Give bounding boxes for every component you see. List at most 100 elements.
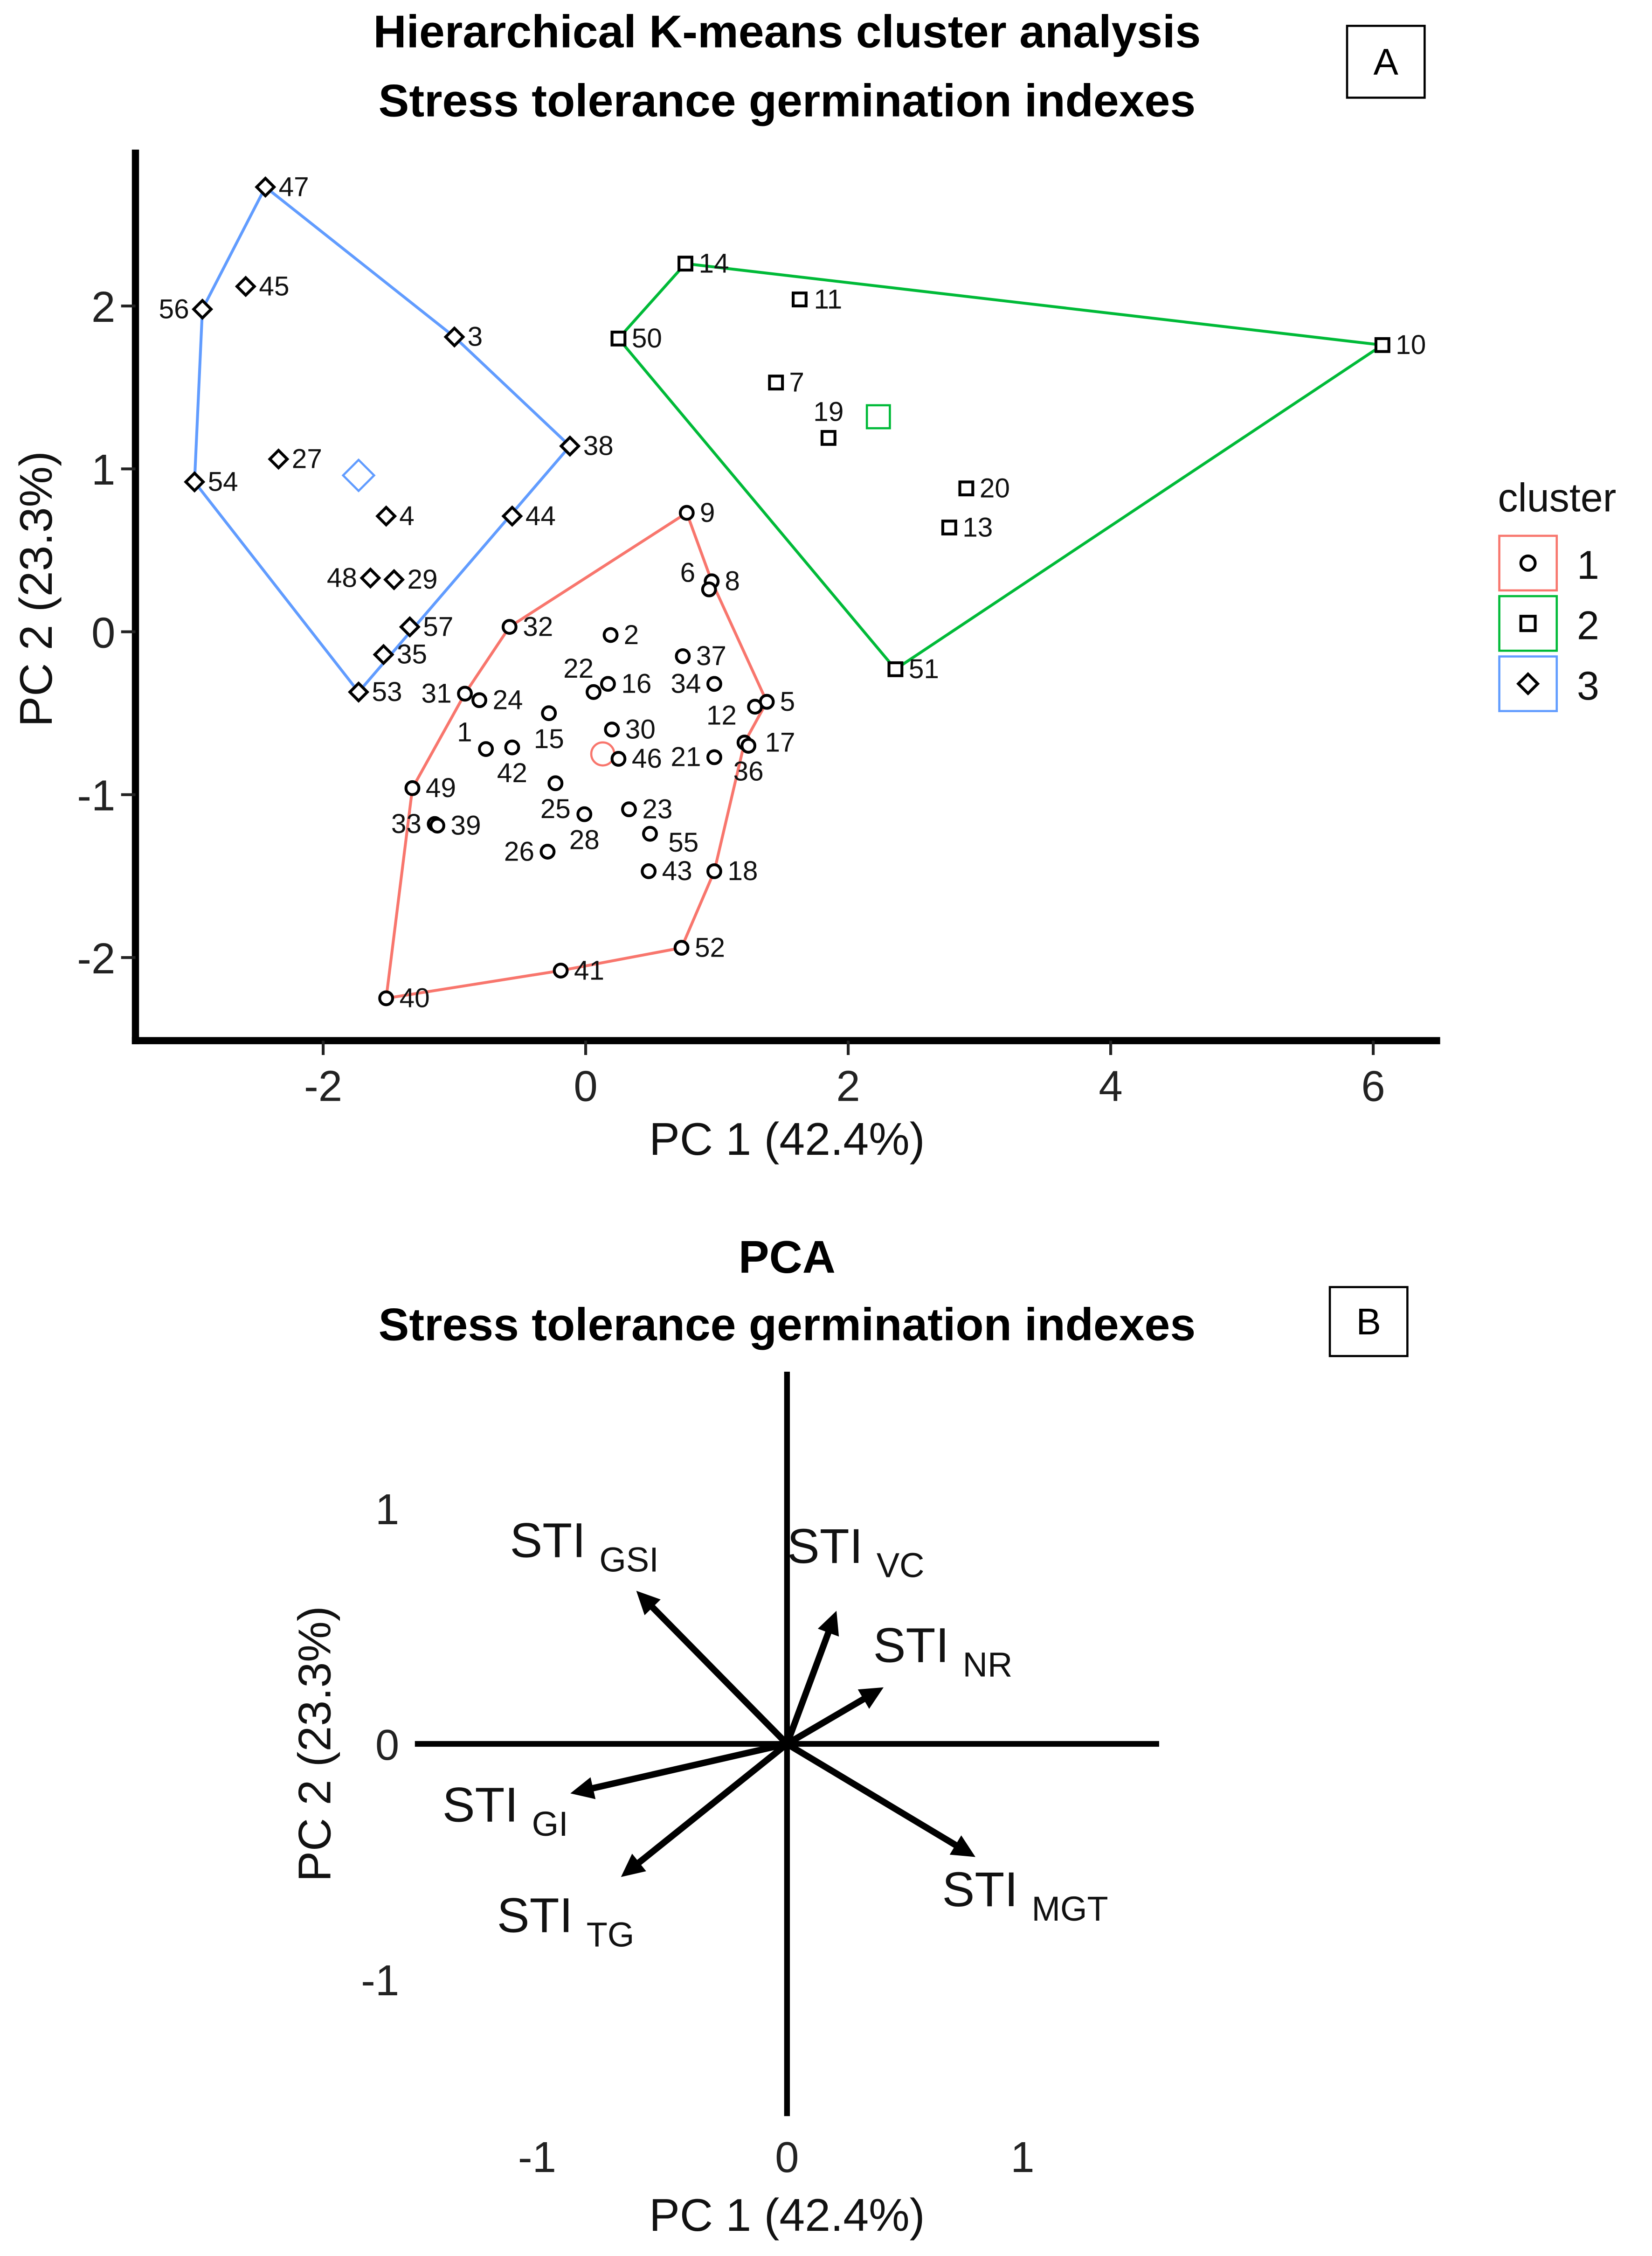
data-point <box>471 692 487 708</box>
data-point <box>677 256 693 272</box>
point-label: 6 <box>680 557 696 588</box>
data-point <box>429 818 445 834</box>
panel-a-y-axis-label: PC 2 (23.3%) <box>10 451 62 727</box>
data-point <box>235 276 257 298</box>
panel-a-title-line1: Hierarchical K-means cluster analysis <box>373 6 1201 57</box>
data-point <box>547 775 564 791</box>
data-point <box>404 780 421 796</box>
data-point <box>359 567 381 589</box>
vector-label-subscript: TG <box>587 1915 635 1954</box>
point-label: 51 <box>909 654 939 684</box>
point-label: 4 <box>399 501 415 531</box>
data-point <box>887 661 904 677</box>
point-label: 45 <box>259 271 289 301</box>
point-label: 37 <box>696 641 726 671</box>
point-label: 28 <box>569 825 600 855</box>
vector-label-tg: STI TG <box>497 1888 635 1954</box>
data-point <box>375 505 397 527</box>
x-tick-label: 0 <box>775 2133 799 2181</box>
panel-a: Hierarchical K-means cluster analysis St… <box>10 6 1616 1165</box>
y-tick-label: 0 <box>375 1721 399 1769</box>
point-label: 32 <box>523 611 553 642</box>
point-label: 53 <box>372 677 402 707</box>
data-point <box>673 940 690 956</box>
y-tick-label: 1 <box>91 445 115 494</box>
cluster-2-centroid <box>865 404 891 430</box>
y-tick-label: 1 <box>375 1485 399 1534</box>
data-point <box>539 844 556 860</box>
vector-label-main: STI <box>510 1513 599 1568</box>
point-label: 31 <box>422 679 452 709</box>
vector-label-gsi: STI GSI <box>510 1513 658 1579</box>
vector-label-main: STI <box>942 1862 1032 1917</box>
x-tick-label: 1 <box>1010 2133 1034 2181</box>
panel-b-title-line1: PCA <box>739 1231 836 1283</box>
point-label: 16 <box>621 669 651 699</box>
data-point <box>706 676 722 692</box>
point-label: 13 <box>962 512 993 542</box>
panel-a-label-box <box>1346 25 1426 99</box>
point-label: 50 <box>632 323 662 354</box>
vector-label-subscript: GI <box>532 1805 568 1843</box>
data-point <box>768 375 784 391</box>
data-point <box>675 648 691 664</box>
point-label: 30 <box>625 714 656 744</box>
point-label: 26 <box>504 836 534 867</box>
data-point <box>1374 337 1390 353</box>
data-point <box>559 435 581 457</box>
x-tick-label: -1 <box>518 2133 556 2181</box>
data-point <box>706 749 722 765</box>
point-label: 12 <box>706 700 737 730</box>
point-label: 47 <box>279 172 309 202</box>
point-label: 1 <box>457 717 472 748</box>
point-label: 27 <box>292 444 322 474</box>
point-label: 25 <box>540 794 571 824</box>
panel-b: PCA Stress tolerance germination indexes… <box>289 1231 1409 2241</box>
point-label: 40 <box>400 983 430 1013</box>
vector-label-main: STI <box>442 1777 532 1832</box>
point-label: 54 <box>208 466 238 497</box>
data-point <box>621 801 637 818</box>
vector-label-mgt: STI MGT <box>942 1862 1108 1928</box>
cluster-2-hull <box>616 262 1387 671</box>
point-label: 41 <box>574 955 604 986</box>
data-point <box>383 569 405 590</box>
data-point <box>553 963 569 979</box>
y-tick-label: 2 <box>91 283 115 331</box>
panel-b-title-line2: Stress tolerance germination indexes <box>379 1299 1196 1350</box>
data-point <box>192 298 214 320</box>
legend-marker-square-icon <box>1519 615 1537 632</box>
legend-marker-circle-icon <box>1519 554 1537 572</box>
point-label: 18 <box>727 856 758 886</box>
point-label: 10 <box>1396 330 1426 360</box>
vector-label-gi: STI GI <box>442 1777 568 1843</box>
y-tick-label: -1 <box>361 1956 399 2005</box>
loading-arrow-gsi <box>640 1594 789 1746</box>
data-point <box>541 705 557 722</box>
data-point <box>501 619 518 635</box>
point-label: 19 <box>813 397 843 427</box>
legend-marker-diamond-icon <box>1516 672 1540 696</box>
panel-b-y-axis-label: PC 2 (23.3%) <box>289 1606 340 1882</box>
data-point <box>602 627 619 643</box>
y-tick-label: -2 <box>77 934 115 983</box>
point-label: 52 <box>695 932 725 963</box>
vector-label-subscript: NR <box>963 1645 1013 1684</box>
point-label: 39 <box>450 810 481 840</box>
legend-label: 3 <box>1577 664 1599 708</box>
data-point <box>348 681 370 703</box>
point-label: 22 <box>563 653 594 684</box>
loading-arrow-mgt <box>785 1741 970 1855</box>
point-label: 17 <box>765 727 795 757</box>
y-tick-label: -1 <box>77 771 115 820</box>
point-label: 8 <box>725 566 740 597</box>
data-point <box>184 471 206 493</box>
panel-a-title-line2: Stress tolerance germination indexes <box>379 75 1196 126</box>
point-label: 3 <box>468 322 483 352</box>
point-label: 33 <box>391 809 422 839</box>
point-label: 29 <box>408 564 438 595</box>
